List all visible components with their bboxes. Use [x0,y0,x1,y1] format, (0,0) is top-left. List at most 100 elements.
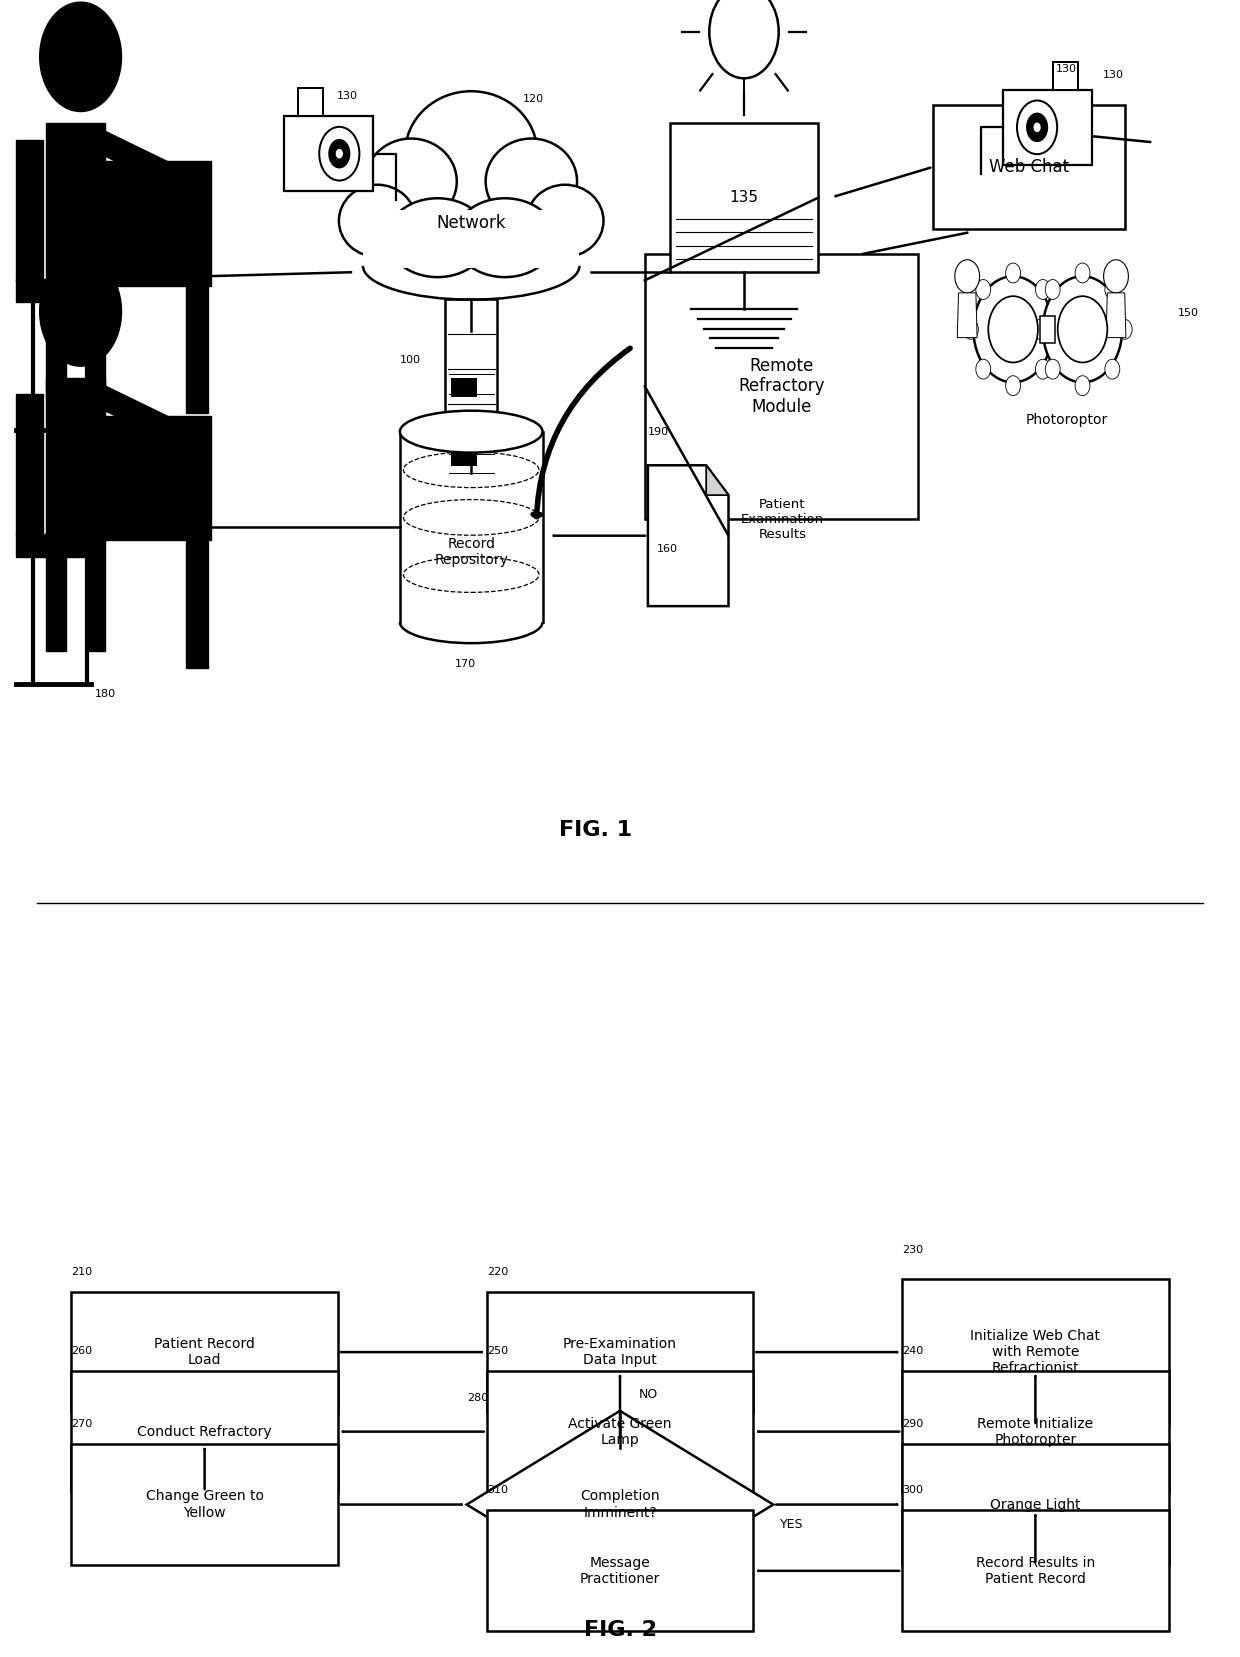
Circle shape [1033,320,1048,340]
Circle shape [1006,263,1021,283]
Text: 280: 280 [466,1392,489,1402]
Ellipse shape [399,411,543,452]
Polygon shape [46,543,66,651]
Bar [93,416,211,540]
Bar [901,1511,1168,1630]
Text: Remote
Refractory
Module: Remote Refractory Module [738,356,825,416]
Bar [1003,89,1092,164]
Bar [16,534,97,557]
Text: 110: 110 [95,426,115,436]
Text: 260: 260 [72,1345,93,1357]
Circle shape [1045,360,1060,379]
Circle shape [1035,280,1050,300]
Polygon shape [649,466,729,606]
Bar [451,378,477,396]
Text: Remote Initialize
Photoropter: Remote Initialize Photoropter [977,1417,1094,1447]
Bar [72,1443,337,1564]
Text: 150: 150 [1178,308,1199,318]
Polygon shape [46,123,105,255]
Text: Record
Repository: Record Repository [434,537,508,567]
Polygon shape [707,466,729,495]
Text: 120: 120 [522,94,544,104]
Circle shape [973,277,1053,383]
Text: 180: 180 [94,689,117,699]
Bar [645,254,918,519]
Text: 190: 190 [649,428,670,437]
Text: Patient Record
Load: Patient Record Load [154,1337,255,1367]
Text: 230: 230 [901,1244,924,1256]
Polygon shape [46,378,105,510]
Circle shape [963,320,978,340]
Text: FIG. 1: FIG. 1 [559,820,631,840]
Text: 130: 130 [337,91,357,101]
Polygon shape [957,293,977,338]
Circle shape [1048,320,1063,340]
Polygon shape [46,255,105,288]
Circle shape [955,260,980,293]
Text: Record Results in
Patient Record: Record Results in Patient Record [976,1556,1095,1586]
Circle shape [336,149,343,159]
Text: 300: 300 [901,1485,923,1496]
Bar [1040,316,1055,343]
Ellipse shape [454,199,556,277]
Bar [901,1279,1168,1425]
Text: 170: 170 [454,658,476,669]
Polygon shape [86,288,105,396]
Bar [186,285,208,413]
Bar [284,116,373,191]
Circle shape [1017,101,1058,154]
Circle shape [1105,280,1120,300]
Bar [901,1443,1168,1564]
Text: NO: NO [639,1389,658,1400]
Circle shape [1035,360,1050,379]
Bar [363,209,579,265]
Ellipse shape [527,184,604,257]
Bar [16,139,43,280]
Text: Network: Network [436,214,506,232]
Circle shape [1058,297,1107,363]
Bar [451,413,477,431]
Circle shape [976,360,991,379]
Text: 240: 240 [901,1345,924,1357]
Circle shape [1043,277,1122,383]
Circle shape [1075,376,1090,396]
Circle shape [1033,123,1040,133]
Text: Patient
Examination
Results: Patient Examination Results [742,497,825,540]
Text: 135: 135 [729,191,759,205]
Text: Initialize Web Chat
with Remote
Refractionist: Initialize Web Chat with Remote Refracti… [971,1329,1100,1375]
Ellipse shape [366,139,456,224]
Text: 270: 270 [72,1418,93,1430]
Text: FIG. 2: FIG. 2 [584,1621,656,1640]
Bar [486,1511,754,1630]
Text: Completion
Imminent?: Completion Imminent? [580,1490,660,1519]
Circle shape [1117,320,1132,340]
Bar [72,1372,337,1491]
Circle shape [1104,260,1128,293]
Circle shape [329,139,351,169]
Polygon shape [105,386,174,444]
Bar [932,104,1126,229]
Ellipse shape [405,91,537,215]
Text: 250: 250 [486,1345,508,1357]
Bar [901,1372,1168,1491]
Circle shape [988,297,1038,363]
Text: 130: 130 [1056,65,1076,75]
Text: Activate Green
Lamp: Activate Green Lamp [568,1417,672,1447]
Bar [72,1292,337,1412]
Text: 220: 220 [486,1266,508,1278]
Bar [16,394,43,535]
Bar [16,278,97,302]
Bar [486,1372,754,1491]
Bar [93,161,211,285]
Bar [299,88,324,116]
Circle shape [709,0,779,78]
Polygon shape [46,288,66,396]
Bar [186,540,208,668]
Bar [451,447,477,467]
Polygon shape [1106,293,1126,338]
Circle shape [319,128,360,181]
Bar [670,123,818,272]
Polygon shape [46,510,105,543]
Bar [399,431,543,623]
Bar [1053,61,1078,89]
